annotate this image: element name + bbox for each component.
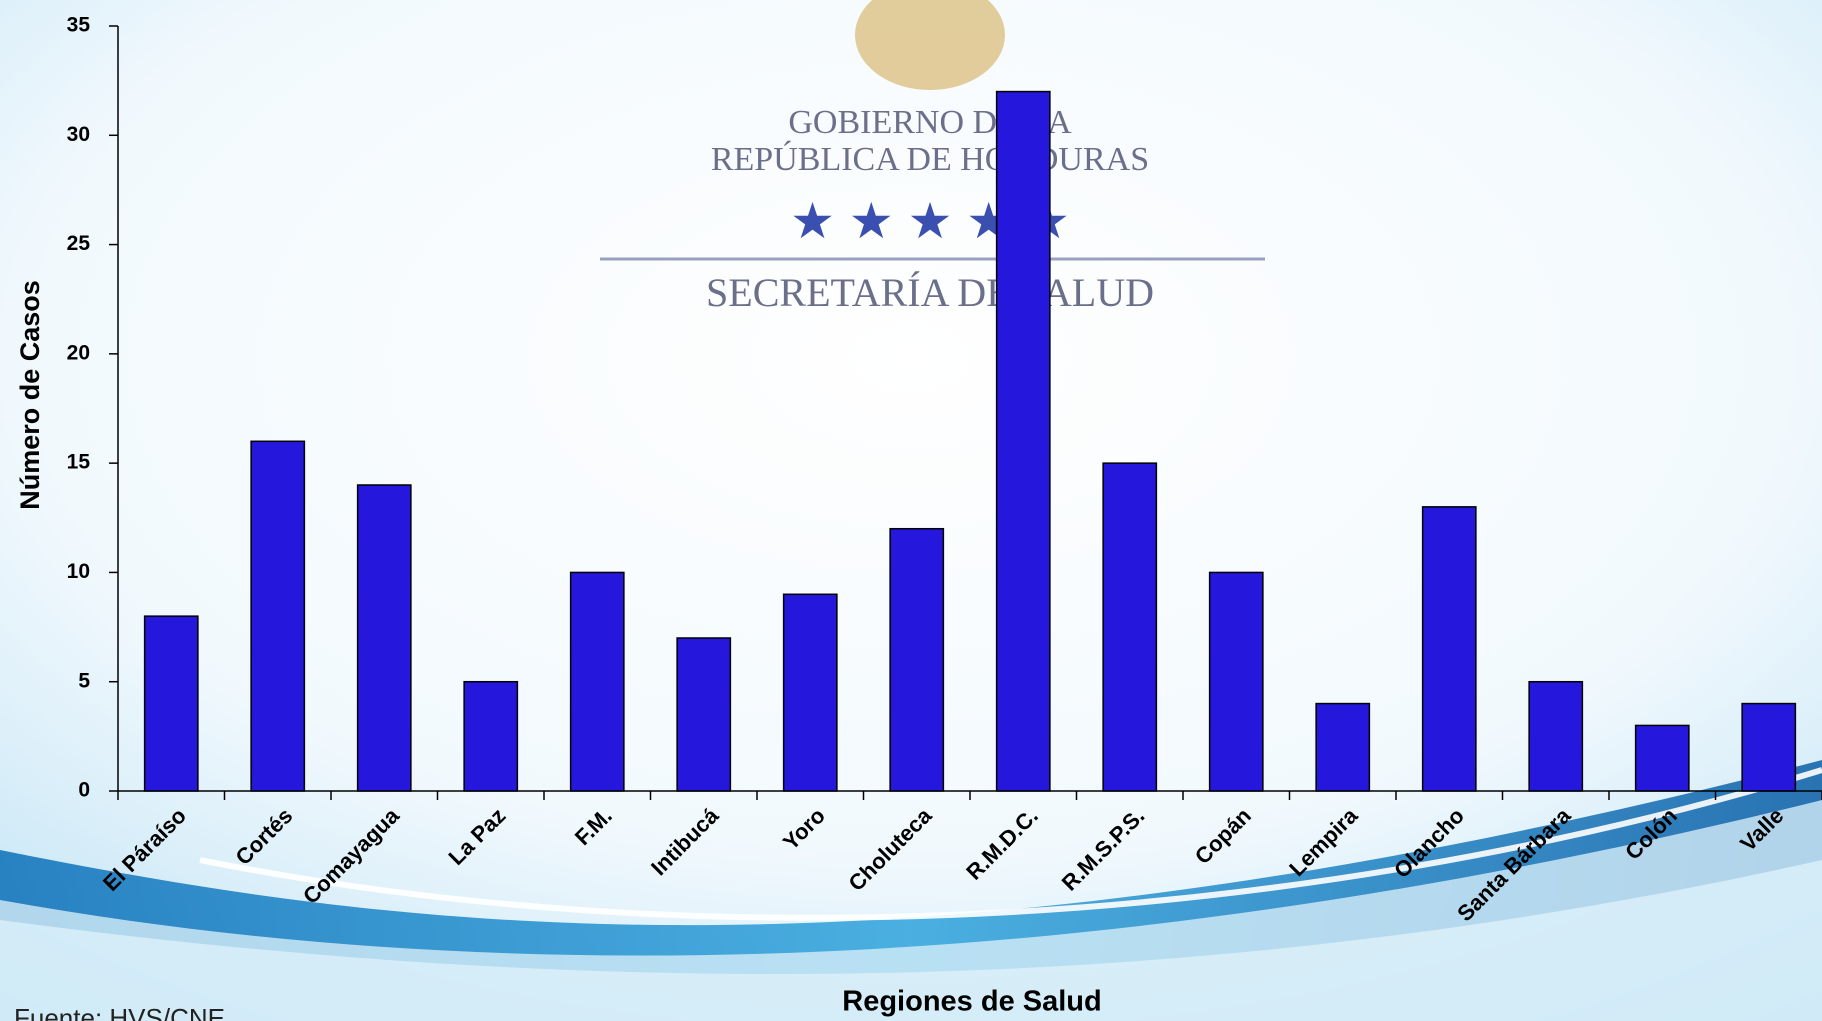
y-tick-label: 15 bbox=[67, 451, 91, 474]
y-tick-label: 5 bbox=[78, 669, 90, 692]
logo-text: SECRETARÍA DE SALUD bbox=[706, 270, 1154, 315]
bar bbox=[676, 637, 732, 792]
bar bbox=[1634, 724, 1690, 792]
x-axis-label: Regiones de Salud bbox=[842, 986, 1101, 1018]
bar bbox=[889, 527, 945, 792]
y-tick-label: 30 bbox=[67, 123, 90, 146]
bar bbox=[569, 571, 625, 792]
source: Fuente: HVS/CNE bbox=[14, 1003, 225, 1021]
logo-text: REPÚBLICA DE HONDURAS bbox=[711, 140, 1149, 178]
bar bbox=[782, 593, 838, 792]
bar bbox=[1102, 462, 1158, 792]
y-tick-label: 35 bbox=[67, 14, 91, 37]
bar bbox=[250, 440, 306, 792]
y-tick-label: 20 bbox=[67, 341, 90, 364]
bar bbox=[143, 615, 199, 792]
y-tick-label: 25 bbox=[67, 232, 91, 255]
bar bbox=[1741, 702, 1797, 792]
y-axis-label: Número de Casos bbox=[15, 280, 45, 510]
bar bbox=[1315, 702, 1371, 792]
bar bbox=[463, 680, 519, 792]
bar bbox=[1421, 506, 1477, 792]
bar bbox=[1528, 680, 1584, 792]
y-tick-label: 0 bbox=[78, 779, 90, 802]
bar bbox=[995, 90, 1051, 792]
bar bbox=[356, 484, 412, 792]
y-tick-label: 10 bbox=[67, 560, 90, 583]
bar bbox=[1208, 571, 1264, 792]
wave-line bbox=[199, 767, 1822, 921]
logo-emblem bbox=[855, 0, 1005, 90]
wave bbox=[0, 800, 1822, 1021]
